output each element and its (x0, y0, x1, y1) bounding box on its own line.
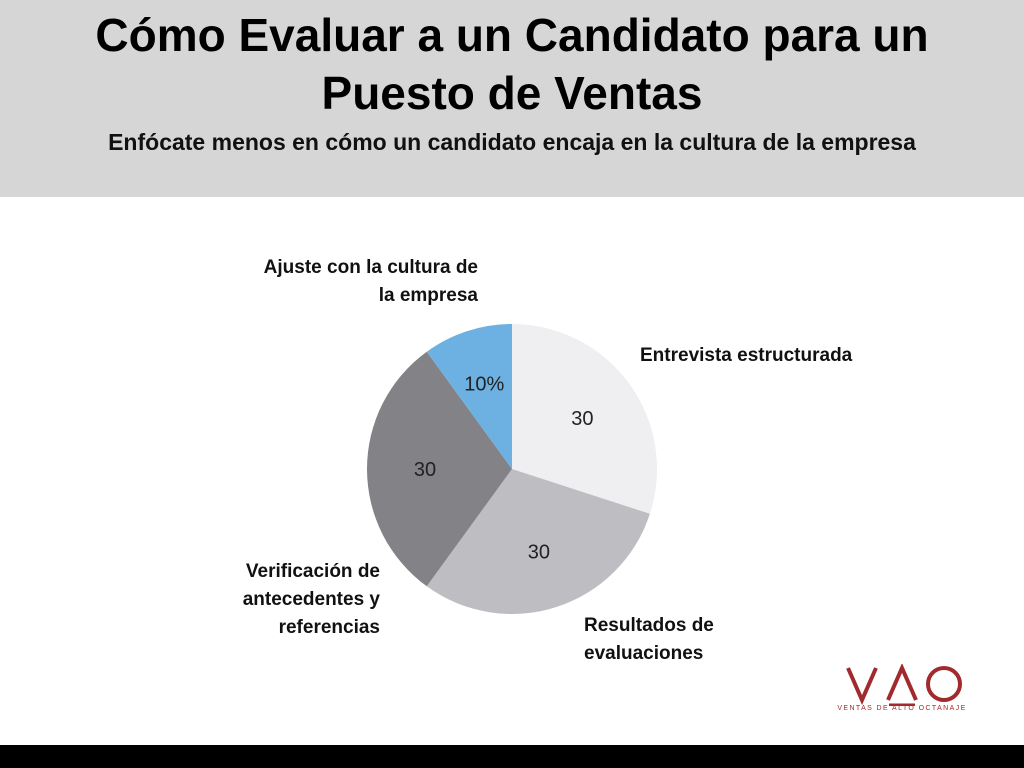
category-label-verificacion: Verificación de antecedentes y referencias (243, 558, 380, 642)
page-subtitle: Enfócate menos en cómo un candidato enca… (108, 129, 916, 155)
category-label-entrevista: Entrevista estructurada (640, 342, 852, 370)
slice-value-entrevista: 30 (571, 408, 593, 430)
vao-logo: VENTAS DE ALTO OCTANAJE (836, 663, 968, 716)
title-line-1: Cómo Evaluar a un Candidato para un (95, 9, 929, 61)
category-label-line: antecedentes y (242, 589, 380, 610)
category-label-line: Ajuste con la cultura de (263, 257, 478, 278)
slice-value-resultados: 30 (528, 542, 550, 564)
category-label-resultados: Resultados de evaluaciones (584, 612, 714, 668)
category-label-line: evaluaciones (584, 643, 704, 664)
title-line-2: Puesto de Ventas (321, 67, 703, 119)
page-title: Cómo Evaluar a un Candidato para un Pues… (0, 6, 1024, 122)
pie-slice-entrevista (512, 324, 657, 514)
pie-slice-verificacion (367, 351, 512, 587)
vao-logo-mark (846, 663, 962, 707)
slice-value-ajuste: 10% (464, 374, 504, 396)
category-label-line: Entrevista estructurada (640, 345, 853, 366)
category-label-line: referencias (278, 617, 380, 638)
category-label-ajuste: Ajuste con la cultura de la empresa (264, 254, 478, 310)
pie-slice-resultados (426, 469, 650, 614)
footer-bar (0, 745, 1024, 768)
pie-slice-ajuste (426, 324, 512, 469)
logo-tagline: VENTAS DE ALTO OCTANAJE (837, 705, 967, 712)
slice-value-verificacion: 30 (414, 459, 436, 481)
category-label-line: Verificación de (245, 561, 380, 582)
category-label-line: Resultados de (584, 615, 714, 636)
header-banner: Cómo Evaluar a un Candidato para un Pues… (0, 0, 1024, 197)
category-label-line: la empresa (378, 285, 478, 306)
